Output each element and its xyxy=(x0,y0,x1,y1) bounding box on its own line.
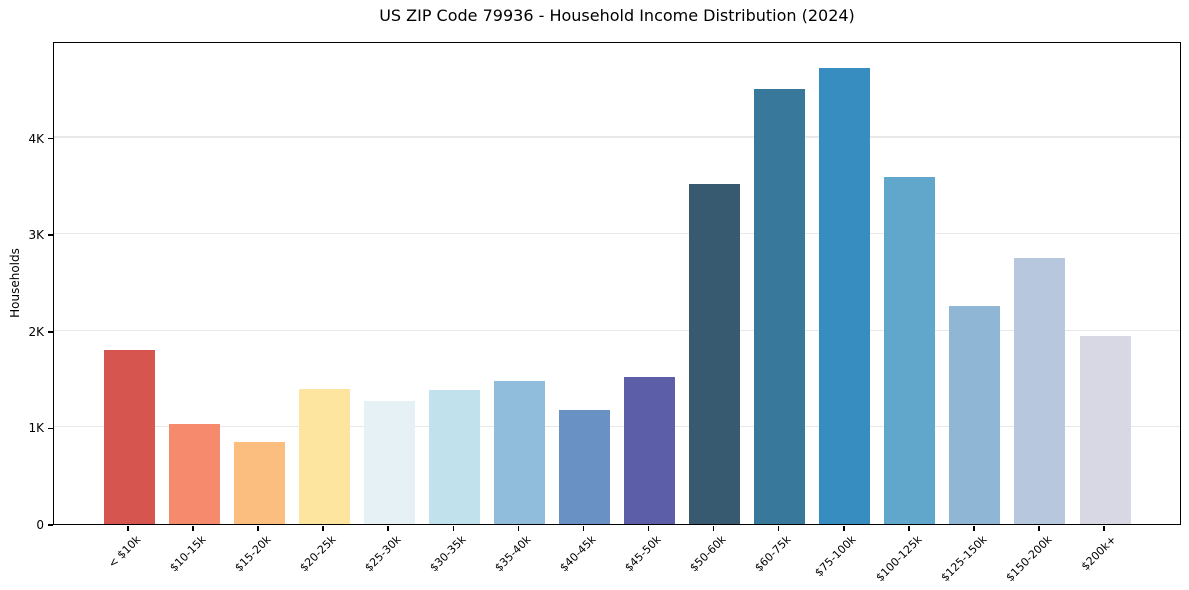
bar-$25-30k xyxy=(363,401,415,524)
y-tick-label: 0 xyxy=(36,518,44,532)
x-tick-mark xyxy=(842,526,845,531)
x-tick-label: $125-150k xyxy=(937,533,990,585)
x-tick-mark xyxy=(1103,526,1105,531)
y-tick-label: 3K xyxy=(28,228,44,243)
x-tick-label: $150-200k xyxy=(1003,533,1055,585)
gridline-1K xyxy=(54,426,1180,428)
x-tick-mark xyxy=(452,526,455,531)
x-tick-label: $50-60k xyxy=(687,533,729,575)
x-tick-label: $45-50k xyxy=(622,533,664,575)
x-tick-label: $60-75k xyxy=(752,533,794,575)
y-tick-mark xyxy=(48,234,53,236)
bar-$200k+ xyxy=(1079,335,1131,524)
y-tick-mark xyxy=(48,427,53,430)
x-tick-mark xyxy=(908,526,910,531)
x-tick-mark xyxy=(257,526,259,531)
y-tick-label: 1K xyxy=(28,421,44,436)
x-tick-label: < $10k xyxy=(105,533,144,571)
x-tick-mark xyxy=(973,526,975,531)
x-tick-label: $40-45k xyxy=(557,533,599,575)
bar-$10-15k xyxy=(168,423,220,524)
x-tick-label: $75-100k xyxy=(812,533,859,580)
y-tick-mark xyxy=(48,331,53,333)
x-tick-mark xyxy=(647,526,650,531)
x-tick-label: $25-30k xyxy=(362,533,404,575)
bar-$125-150k xyxy=(949,305,1001,524)
x-tick-mark xyxy=(322,526,324,531)
x-tick-label: $20-25k xyxy=(297,533,339,575)
x-tick-mark xyxy=(777,526,780,531)
y-axis-label: Households xyxy=(8,248,22,318)
gridline-3K xyxy=(54,233,1180,235)
bar-$150-200k xyxy=(1014,258,1066,524)
y-tick-mark xyxy=(48,137,53,140)
x-tick-label: $100-125k xyxy=(872,533,925,585)
x-tick-label: $10-15k xyxy=(167,533,209,575)
bar-$50-60k xyxy=(689,183,741,524)
bar-$45-50k xyxy=(624,377,676,524)
x-tick-mark xyxy=(127,526,129,531)
bar-$30-35k xyxy=(428,389,480,524)
x-tick-mark xyxy=(192,526,194,531)
x-tick-mark xyxy=(582,526,585,531)
bar-$100-125k xyxy=(884,177,936,524)
chart-title: US ZIP Code 79936 - Household Income Dis… xyxy=(379,6,855,25)
plot-area xyxy=(53,42,1181,525)
x-tick-label: $200k+ xyxy=(1079,533,1120,574)
gridline-2K xyxy=(54,329,1180,331)
bar-$35-40k xyxy=(493,381,545,524)
bar-$60-75k xyxy=(754,89,806,524)
bar-$15-20k xyxy=(233,441,285,524)
x-tick-label: $15-20k xyxy=(232,533,274,575)
bar-$40-45k xyxy=(558,410,610,524)
bar-$75-100k xyxy=(819,68,871,524)
y-tick-mark xyxy=(48,524,53,526)
x-tick-mark xyxy=(1038,526,1040,531)
bar-< $10k xyxy=(103,350,155,524)
bar-$20-25k xyxy=(298,388,350,524)
x-tick-label: $30-35k xyxy=(427,533,469,575)
x-tick-label: $35-40k xyxy=(492,533,534,575)
y-tick-label: 4K xyxy=(28,131,44,146)
gridline-4K xyxy=(54,136,1180,138)
x-tick-mark xyxy=(387,526,390,531)
y-tick-label: 2K xyxy=(28,324,44,339)
x-tick-mark xyxy=(712,526,715,531)
x-tick-mark xyxy=(517,526,520,531)
